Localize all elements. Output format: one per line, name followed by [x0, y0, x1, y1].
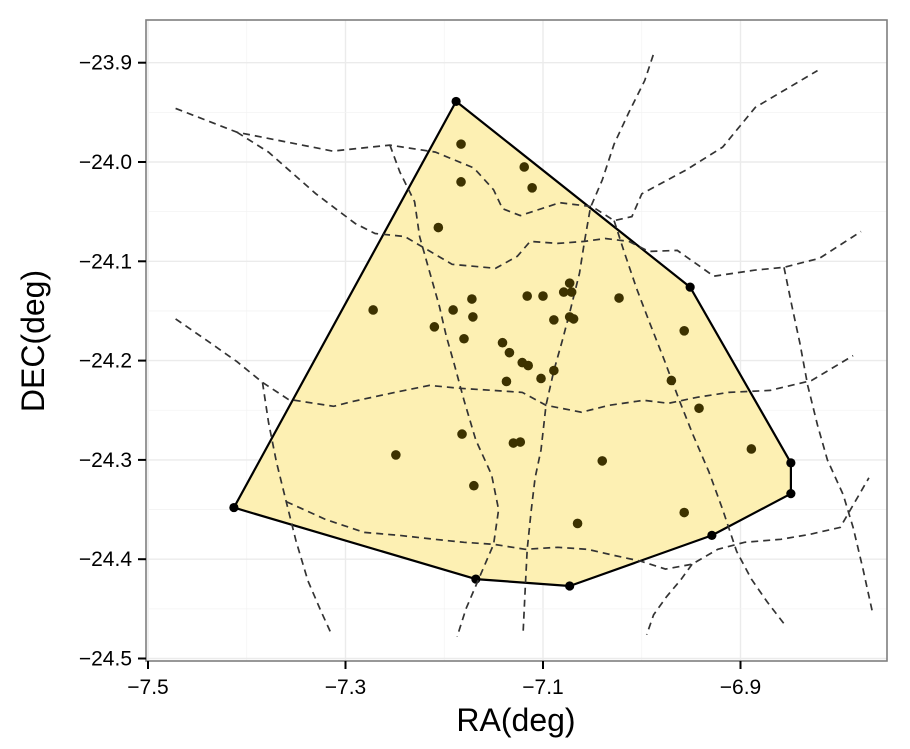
- data-point: [456, 139, 466, 149]
- y-tick-label: −24.0: [79, 151, 132, 174]
- voronoi-boundaries: [175, 50, 874, 637]
- data-point: [538, 291, 548, 301]
- plot-panel-border: [145, 19, 888, 662]
- data-point: [564, 278, 575, 288]
- hull-vertex: [685, 282, 695, 292]
- data-point: [666, 375, 677, 386]
- y-tick-label: −24.5: [79, 648, 132, 671]
- y-tick-label: −24.3: [79, 449, 132, 472]
- data-point: [467, 294, 477, 304]
- hull-vertex: [451, 96, 461, 107]
- data-point: [679, 507, 690, 518]
- y-tick-label: −24.4: [79, 548, 132, 571]
- y-tick-label: −23.9: [79, 52, 132, 75]
- voronoi-edge: [783, 267, 874, 614]
- data-point: [448, 305, 458, 315]
- data-point: [459, 333, 469, 344]
- data-point: [433, 222, 444, 233]
- convex-hull-region: [229, 96, 796, 591]
- voronoi-edge: [175, 69, 818, 222]
- hull-vertex: [707, 530, 717, 540]
- data-point: [746, 444, 757, 454]
- data-point: [572, 518, 583, 529]
- data-point: [501, 376, 512, 387]
- voronoi-edge: [613, 220, 785, 625]
- data-point: [694, 403, 704, 414]
- x-tick-label: −7.3: [325, 676, 366, 699]
- voronoi-edge: [645, 563, 693, 635]
- x-tick-label: −7.1: [522, 676, 563, 699]
- data-point: [391, 450, 401, 460]
- data-point: [456, 177, 466, 187]
- data-point: [522, 291, 532, 301]
- y-tick-label: −24.1: [79, 250, 132, 273]
- voronoi-edge: [236, 131, 862, 278]
- x-tick-label: −7.5: [127, 676, 168, 699]
- data-point: [519, 162, 530, 172]
- data-point: [515, 437, 526, 447]
- data-point: [536, 373, 546, 384]
- data-point: [614, 293, 624, 303]
- data-point: [527, 183, 537, 193]
- data-point: [368, 305, 378, 315]
- hull-vertex: [786, 489, 796, 499]
- hull-vertex: [229, 502, 239, 513]
- voronoi-edge: [522, 50, 656, 631]
- data-point: [497, 337, 508, 348]
- x-axis-title: RA(deg): [456, 702, 575, 738]
- x-axis: −7.5 −7.3 −7.1 −6.9: [127, 661, 761, 699]
- data-point: [469, 480, 479, 491]
- data-point: [679, 326, 690, 336]
- data-point: [504, 347, 515, 358]
- data-points: [368, 139, 757, 529]
- data-point: [549, 315, 559, 325]
- data-point: [457, 429, 467, 439]
- data-point: [558, 287, 569, 297]
- hull-vertex: [786, 458, 796, 468]
- y-axis-title: DEC(deg): [15, 270, 51, 412]
- data-point: [549, 365, 559, 376]
- data-point: [468, 312, 478, 322]
- data-point: [429, 322, 440, 332]
- y-axis: −24.5 −24.4 −24.3 −24.2 −24.1 −24.0 −23.9: [79, 52, 146, 671]
- data-point: [568, 314, 579, 324]
- data-point: [566, 287, 577, 297]
- x-tick-label: −6.9: [720, 676, 761, 699]
- hull-vertex: [471, 574, 481, 584]
- voronoi-edge: [261, 382, 333, 636]
- voronoi-edge: [285, 477, 870, 570]
- voronoi-edge: [389, 144, 500, 637]
- data-point: [523, 360, 533, 371]
- hull-vertex: [565, 581, 575, 591]
- data-point: [597, 456, 608, 466]
- y-tick-label: −24.2: [79, 350, 132, 373]
- voronoi-edge: [175, 318, 854, 414]
